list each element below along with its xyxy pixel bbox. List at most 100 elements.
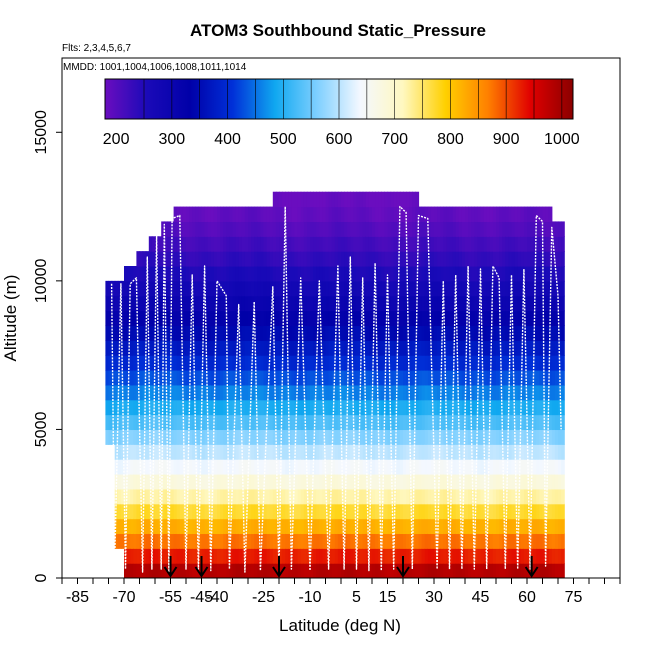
heatmap-cell: [403, 251, 407, 267]
heatmap-cell: [517, 533, 522, 549]
heatmap-cell: [455, 251, 460, 267]
heatmap-cell: [375, 266, 379, 282]
heatmap-cell: [148, 384, 153, 401]
heatmap-cell: [415, 563, 420, 578]
heatmap-cell: [313, 548, 317, 564]
heatmap-cell: [207, 563, 212, 578]
heatmap-cell: [378, 191, 382, 208]
heatmap-cell: [489, 429, 494, 445]
heatmap-cell: [527, 325, 531, 341]
heatmap-cell: [223, 459, 227, 475]
heatmap-cell: [244, 206, 249, 223]
heatmap-cell: [142, 518, 147, 535]
heatmap-cell: [288, 518, 292, 535]
heatmap-cell: [170, 563, 175, 578]
heatmap-cell: [449, 518, 454, 535]
heatmap-cell: [133, 280, 137, 297]
heatmap-cell: [328, 474, 333, 490]
heatmap-cell: [539, 533, 544, 549]
heatmap-cell: [120, 370, 125, 386]
heatmap-cell: [325, 295, 330, 312]
heatmap-cell: [424, 310, 429, 327]
heatmap-cell: [210, 563, 215, 578]
heatmap-cell: [489, 266, 494, 282]
heatmap-cell: [151, 236, 156, 252]
heatmap-cell: [155, 355, 159, 371]
heatmap-cell: [477, 474, 482, 490]
heatmap-cell: [319, 221, 323, 237]
heatmap-cell: [319, 563, 323, 578]
heatmap-cell: [300, 384, 305, 401]
heatmap-cell: [337, 236, 342, 252]
heatmap-cell: [251, 459, 255, 475]
heatmap-cell: [310, 206, 314, 223]
heatmap-cell: [545, 384, 550, 401]
heatmap-cell: [443, 236, 447, 252]
heatmap-cell: [375, 518, 379, 535]
heatmap-cell: [223, 355, 227, 371]
heatmap-cell: [244, 295, 249, 312]
heatmap-cell: [350, 384, 354, 401]
heatmap-cell: [480, 295, 485, 312]
heatmap-cell: [492, 280, 497, 297]
heatmap-cell: [356, 414, 361, 431]
heatmap-cell: [316, 221, 320, 237]
heatmap-cell: [257, 399, 261, 416]
heatmap-cell: [130, 429, 134, 445]
heatmap-cell: [499, 533, 503, 549]
heatmap-cell: [251, 266, 255, 282]
heatmap-cell: [474, 355, 478, 371]
heatmap-cell: [161, 340, 165, 356]
heatmap-cell: [241, 206, 246, 223]
heatmap-cell: [496, 221, 500, 237]
heatmap-cell: [291, 474, 296, 490]
heatmap-cell: [213, 503, 218, 520]
heatmap-cell: [458, 236, 463, 252]
heatmap-cell: [474, 533, 478, 549]
heatmap-cell: [384, 518, 389, 535]
heatmap-cell: [229, 474, 234, 490]
heatmap-cell: [440, 503, 444, 520]
heatmap-cell: [313, 295, 317, 312]
heatmap-cell: [375, 236, 379, 252]
heatmap-cell: [263, 503, 268, 520]
heatmap-cell: [229, 370, 234, 386]
heatmap-cell: [238, 548, 243, 564]
heatmap-cell: [105, 399, 110, 416]
heatmap-cell: [452, 251, 457, 267]
heatmap-cell: [108, 399, 113, 416]
heatmap-cell: [223, 266, 227, 282]
heatmap-cell: [455, 280, 460, 297]
heatmap-cell: [176, 474, 181, 490]
heatmap-cell: [424, 325, 429, 341]
heatmap-cell: [375, 414, 379, 431]
heatmap-cell: [257, 474, 261, 490]
heatmap-cell: [133, 310, 137, 327]
heatmap-cell: [372, 221, 376, 237]
heatmap-cell: [505, 355, 509, 371]
heatmap-cell: [362, 474, 367, 490]
heatmap-cell: [204, 295, 209, 312]
heatmap-cell: [306, 384, 311, 401]
heatmap-cell: [254, 563, 258, 578]
heatmap-cell: [241, 251, 246, 267]
heatmap-cell: [291, 236, 296, 252]
heatmap-cell: [108, 384, 113, 401]
heatmap-cell: [434, 340, 438, 356]
heatmap-cell: [527, 206, 531, 223]
heatmap-cell: [192, 370, 196, 386]
heatmap-cell: [210, 325, 215, 341]
heatmap-cell: [210, 459, 215, 475]
heatmap-cell: [542, 399, 547, 416]
heatmap-cell: [390, 191, 395, 208]
heatmap-cell: [195, 370, 199, 386]
heatmap-cell: [359, 488, 364, 505]
heatmap-cell: [378, 325, 382, 341]
heatmap-cell: [229, 563, 234, 578]
heatmap-cell: [403, 548, 407, 564]
heatmap-cell: [226, 206, 230, 223]
heatmap-cell: [523, 563, 528, 578]
heatmap-cell: [365, 340, 370, 356]
heatmap-cell: [306, 206, 311, 223]
heatmap-cell: [561, 251, 565, 267]
